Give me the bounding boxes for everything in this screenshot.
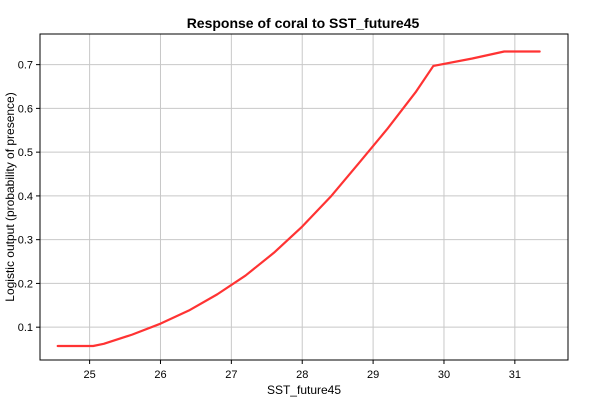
y-axis-label: Logistic output (probability of presence… (3, 92, 17, 301)
x-tick-label: 28 (296, 369, 308, 381)
x-tick-label: 26 (154, 369, 166, 381)
y-tick-label: 0.6 (18, 103, 33, 115)
y-tick-label: 0.2 (18, 278, 33, 290)
y-tick-label: 0.7 (18, 60, 33, 72)
series-layer (56, 50, 541, 348)
x-axis-label: SST_future45 (267, 383, 341, 397)
x-tick-label: 30 (438, 369, 450, 381)
tick-layer: 25 26 27 28 29 30 31 0.1 0.2 0.3 0.4 0.5 0.6 0.7 (18, 60, 521, 381)
plot-frame (39, 33, 569, 361)
y-tick-label: 0.4 (18, 191, 33, 203)
grid-layer (40, 34, 568, 360)
response-curve (56, 50, 541, 348)
y-tick-label: 0.5 (18, 147, 33, 159)
x-tick-label: 29 (367, 369, 379, 381)
x-tick-label: 31 (509, 369, 521, 381)
y-tick-label: 0.3 (18, 235, 33, 247)
x-tick-label: 25 (83, 369, 95, 381)
x-tick-label: 27 (225, 369, 237, 381)
y-tick-label: 0.1 (18, 322, 33, 334)
chart-title: Response of coral to SST_future45 (187, 15, 420, 31)
